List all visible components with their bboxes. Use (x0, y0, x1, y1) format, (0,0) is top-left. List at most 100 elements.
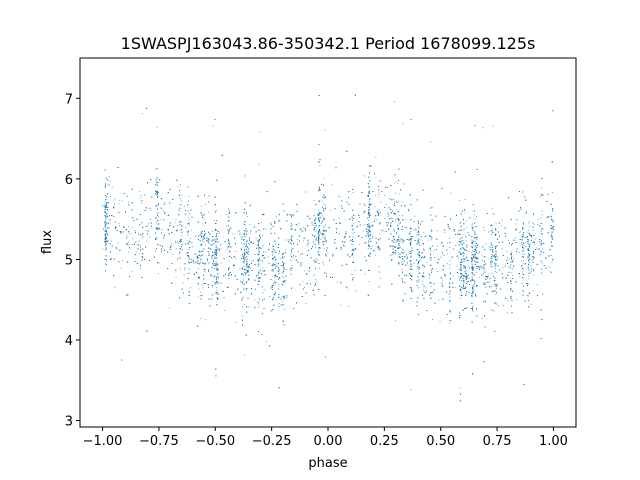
data-point (290, 222, 292, 224)
data-point (537, 224, 539, 225)
data-point (187, 216, 189, 218)
data-point (290, 254, 292, 256)
data-point (418, 281, 419, 283)
data-point (164, 213, 166, 215)
data-point (189, 224, 191, 226)
data-point (449, 247, 451, 248)
data-point (280, 258, 282, 259)
data-point (157, 208, 158, 210)
data-point (345, 233, 347, 235)
data-point (533, 241, 534, 243)
data-point (449, 301, 451, 303)
data-point (247, 267, 249, 269)
data-point (368, 281, 370, 282)
data-point (510, 251, 512, 253)
data-point (363, 242, 365, 244)
data-point (156, 236, 158, 238)
chart-title: 1SWASPJ163043.86-350342.1 Period 1678099… (121, 34, 536, 53)
data-point (105, 234, 107, 236)
data-point (463, 288, 465, 290)
data-point (458, 268, 460, 270)
data-point (454, 286, 456, 288)
data-point (410, 231, 412, 232)
data-point (474, 254, 475, 255)
data-point (427, 239, 429, 241)
data-point (353, 222, 355, 224)
data-point (521, 253, 523, 255)
data-point (292, 254, 294, 256)
data-point (248, 270, 250, 272)
data-point (228, 217, 230, 219)
data-point (187, 242, 189, 244)
data-point (460, 241, 461, 242)
data-point (240, 280, 241, 282)
data-point (281, 304, 283, 306)
data-point (550, 271, 552, 273)
data-point (212, 125, 214, 127)
data-point (536, 247, 538, 249)
data-point (183, 274, 185, 276)
data-point (306, 245, 308, 247)
data-point (379, 278, 381, 280)
data-point (468, 266, 470, 268)
data-point (157, 167, 158, 169)
data-point (439, 320, 441, 322)
data-point (321, 215, 323, 217)
data-point (190, 230, 192, 232)
data-point (528, 222, 530, 224)
data-point (284, 256, 285, 258)
data-point (120, 267, 122, 269)
data-point (243, 247, 245, 249)
data-point (401, 201, 403, 203)
data-point (488, 231, 489, 233)
data-point (319, 164, 321, 166)
data-point (413, 228, 415, 230)
data-point (132, 244, 133, 246)
data-point (352, 228, 354, 230)
data-point (315, 281, 317, 283)
data-point (319, 190, 321, 191)
data-point (553, 227, 555, 229)
data-point (405, 264, 407, 266)
data-point (495, 255, 497, 257)
data-point (321, 222, 322, 224)
data-point (380, 248, 381, 250)
data-point (175, 222, 177, 224)
data-point (512, 275, 513, 276)
data-point (483, 269, 485, 271)
data-point (323, 243, 325, 245)
data-point (484, 229, 485, 231)
data-point (258, 260, 260, 261)
data-point (215, 265, 217, 267)
data-point (410, 389, 412, 390)
data-point (410, 275, 412, 276)
data-point (398, 193, 400, 195)
data-point (216, 220, 218, 222)
data-point (357, 235, 359, 237)
data-point (495, 266, 497, 268)
data-point (456, 265, 458, 267)
data-point (187, 272, 189, 274)
data-point (508, 258, 510, 260)
data-point (109, 222, 111, 224)
data-point (325, 224, 326, 226)
data-point (401, 248, 403, 250)
data-point (261, 286, 263, 288)
data-point (541, 273, 543, 275)
data-point (393, 251, 395, 253)
data-point (358, 217, 360, 218)
data-point (265, 228, 267, 230)
data-point (311, 224, 313, 226)
data-point (417, 253, 419, 255)
data-point (463, 267, 465, 269)
data-point (285, 249, 287, 251)
data-point (471, 239, 473, 241)
data-point (245, 214, 247, 215)
data-point (198, 255, 199, 257)
data-point (272, 258, 274, 260)
data-point (367, 233, 368, 235)
data-point (241, 315, 243, 317)
data-point (449, 267, 451, 269)
data-point (551, 272, 552, 273)
